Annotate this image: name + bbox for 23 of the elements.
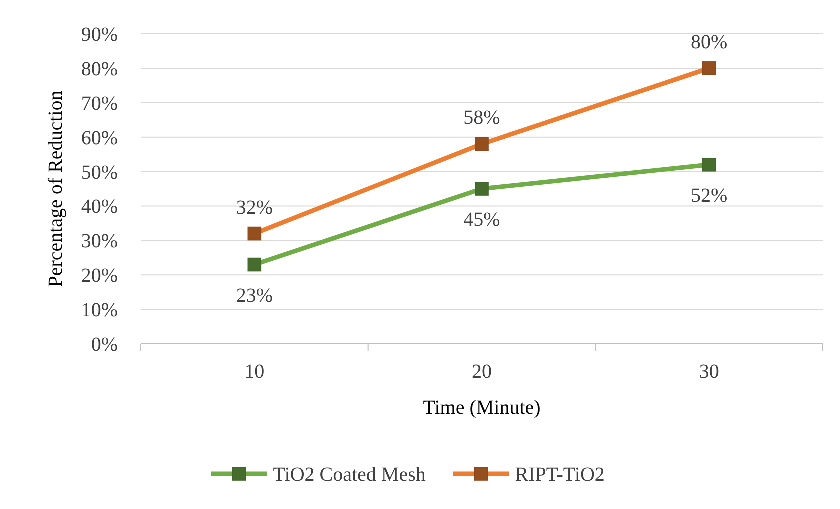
x-tick-label: 30 — [699, 361, 720, 383]
y-tick-label: 80% — [81, 58, 118, 80]
y-tick-label: 60% — [81, 127, 118, 150]
y-tick-label: 50% — [81, 162, 118, 184]
legend-label: TiO2 Coated Mesh — [273, 464, 426, 486]
x-axis-title: Time (Minute) — [423, 397, 541, 419]
data-label: 32% — [236, 196, 274, 219]
data-label: 58% — [464, 107, 500, 130]
y-axis-title: Percentage of Reduction — [45, 90, 67, 288]
y-tick-label: 10% — [81, 300, 118, 322]
data-label: 52% — [690, 184, 728, 207]
y-tick-label: 20% — [81, 265, 118, 288]
data-label: 45% — [464, 209, 500, 231]
x-tick-label: 20 — [472, 361, 492, 383]
legend-label: RIPT-TiO2 — [515, 464, 605, 486]
y-tick-label: 30% — [81, 230, 118, 253]
y-tick-label: 90% — [81, 24, 118, 46]
y-tick-label: 70% — [81, 92, 118, 115]
y-tick-label: 40% — [81, 196, 118, 218]
x-tick-label: 10 — [244, 361, 265, 383]
data-label: 23% — [236, 284, 274, 307]
y-tick-label: 0% — [91, 334, 118, 356]
data-label: 80% — [690, 31, 728, 54]
